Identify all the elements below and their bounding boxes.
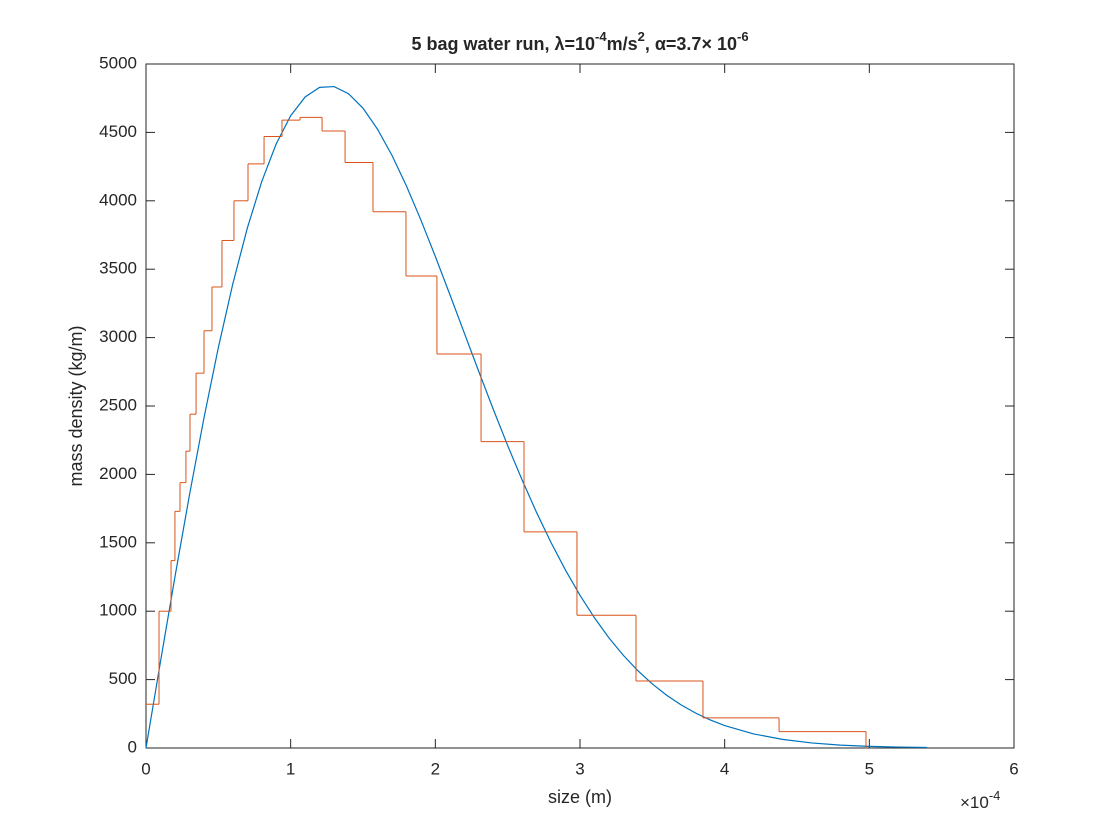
y-tick-label: 5000 <box>99 53 137 72</box>
y-tick-label: 1000 <box>99 601 137 620</box>
exponent-part: -4 <box>989 788 1001 803</box>
step-end <box>865 747 867 749</box>
x-tick-label: 4 <box>720 759 729 778</box>
y-tick-label: 0 <box>128 737 137 756</box>
x-tick-label: 5 <box>865 759 874 778</box>
x-axis-label: size (m) <box>548 787 612 807</box>
title-superscript: -4 <box>595 29 607 44</box>
y-tick-label: 3500 <box>99 259 137 278</box>
line-series <box>145 85 928 749</box>
axes-box <box>145 63 1015 749</box>
title-part: , α=3.7× 10 <box>645 34 737 54</box>
y-axis-label: mass density (kg/m) <box>66 325 86 486</box>
x-tick-label: 0 <box>141 759 150 778</box>
y-tick-label: 4000 <box>99 190 137 209</box>
x-exponent: ×10-4 <box>960 788 1000 813</box>
chart-title: 5 bag water run, λ=10-4m/s2, α=3.7× 10-6 <box>411 29 748 54</box>
x-tick-label: 1 <box>286 759 295 778</box>
y-tick-label: 1500 <box>99 532 137 551</box>
y-tick-label: 4500 <box>99 122 137 141</box>
title-superscript: 2 <box>638 29 645 44</box>
y-tick-label: 3000 <box>99 327 137 346</box>
title-superscript: -6 <box>737 29 749 44</box>
title-part: m/s <box>607 34 638 54</box>
x-tick-label: 3 <box>575 759 584 778</box>
exponent-part: ×10 <box>960 793 989 812</box>
title-part: 5 bag water run, λ=10 <box>411 34 595 54</box>
x-tick-label: 6 <box>1009 759 1018 778</box>
y-tick-label: 500 <box>109 669 137 688</box>
x-tick-label: 2 <box>431 759 440 778</box>
y-tick-label: 2000 <box>99 464 137 483</box>
y-tick-label: 2500 <box>99 395 137 414</box>
